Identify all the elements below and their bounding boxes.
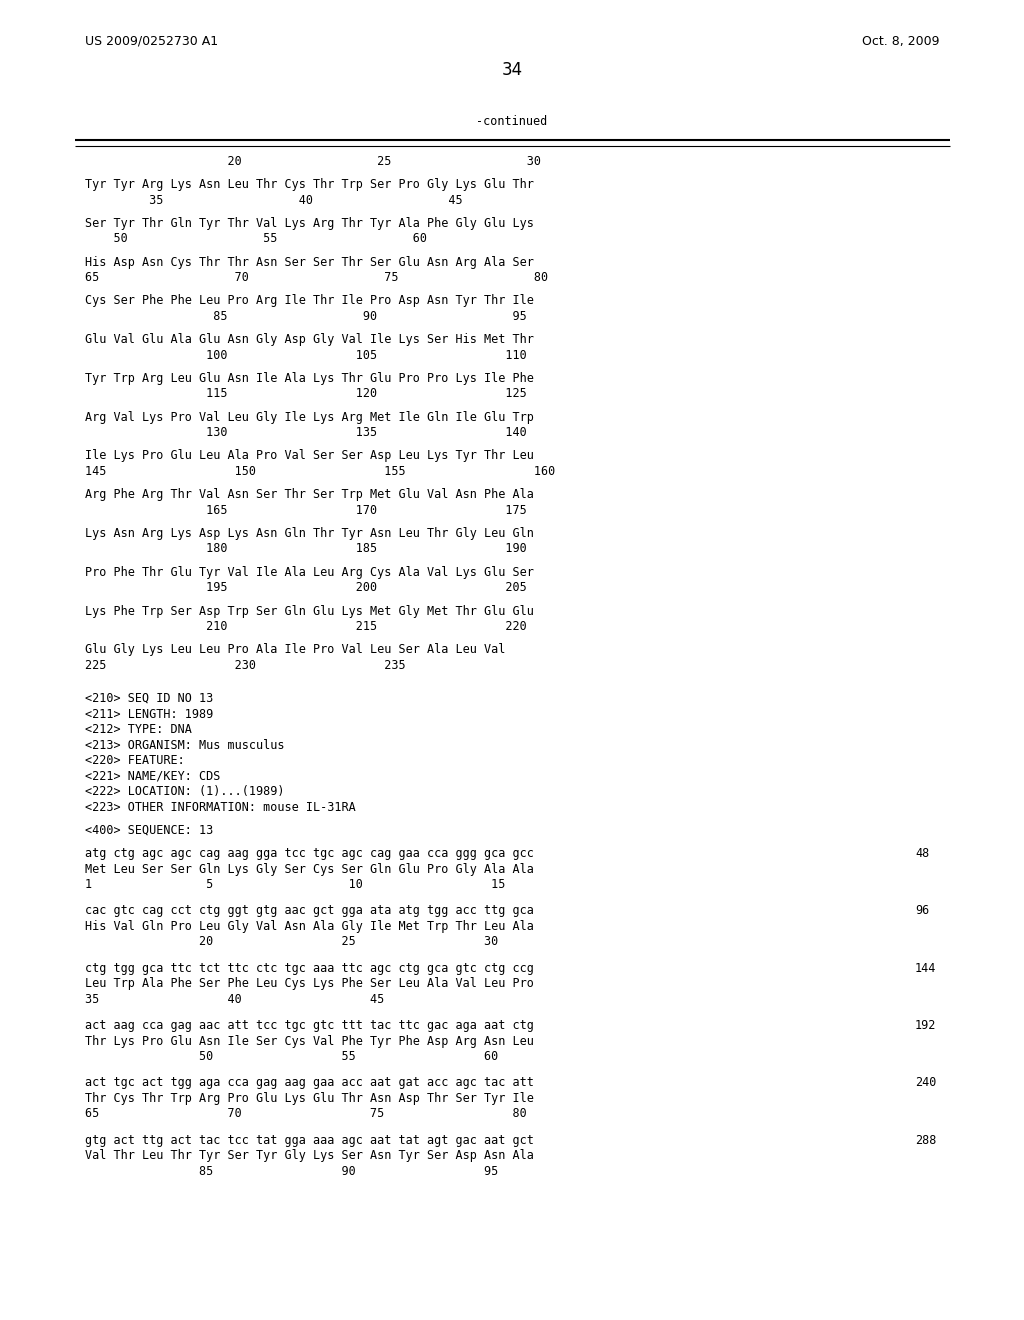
Text: Ser Tyr Thr Gln Tyr Thr Val Lys Arg Thr Tyr Ala Phe Gly Glu Lys: Ser Tyr Thr Gln Tyr Thr Val Lys Arg Thr … bbox=[85, 216, 534, 230]
Text: 48: 48 bbox=[915, 847, 929, 861]
Text: 85                  90                  95: 85 90 95 bbox=[85, 1164, 499, 1177]
Text: 96: 96 bbox=[915, 904, 929, 917]
Text: Glu Gly Lys Leu Leu Pro Ala Ile Pro Val Leu Ser Ala Leu Val: Glu Gly Lys Leu Leu Pro Ala Ile Pro Val … bbox=[85, 643, 506, 656]
Text: Glu Val Glu Ala Glu Asn Gly Asp Gly Val Ile Lys Ser His Met Thr: Glu Val Glu Ala Glu Asn Gly Asp Gly Val … bbox=[85, 333, 534, 346]
Text: 20                  25                  30: 20 25 30 bbox=[85, 936, 499, 948]
Text: cac gtc cag cct ctg ggt gtg aac gct gga ata atg tgg acc ttg gca: cac gtc cag cct ctg ggt gtg aac gct gga … bbox=[85, 904, 534, 917]
Text: <212> TYPE: DNA: <212> TYPE: DNA bbox=[85, 723, 191, 737]
Text: Cys Ser Phe Phe Leu Pro Arg Ile Thr Ile Pro Asp Asn Tyr Thr Ile: Cys Ser Phe Phe Leu Pro Arg Ile Thr Ile … bbox=[85, 294, 534, 308]
Text: atg ctg agc agc cag aag gga tcc tgc agc cag gaa cca ggg gca gcc: atg ctg agc agc cag aag gga tcc tgc agc … bbox=[85, 847, 534, 861]
Text: Lys Asn Arg Lys Asp Lys Asn Gln Thr Tyr Asn Leu Thr Gly Leu Gln: Lys Asn Arg Lys Asp Lys Asn Gln Thr Tyr … bbox=[85, 527, 534, 540]
Text: 195                  200                  205: 195 200 205 bbox=[85, 581, 526, 594]
Text: 165                  170                  175: 165 170 175 bbox=[85, 504, 526, 516]
Text: 225                  230                  235: 225 230 235 bbox=[85, 659, 406, 672]
Text: ctg tgg gca ttc tct ttc ctc tgc aaa ttc agc ctg gca gtc ctg ccg: ctg tgg gca ttc tct ttc ctc tgc aaa ttc … bbox=[85, 962, 534, 974]
Text: Ile Lys Pro Glu Leu Ala Pro Val Ser Ser Asp Leu Lys Tyr Thr Leu: Ile Lys Pro Glu Leu Ala Pro Val Ser Ser … bbox=[85, 450, 534, 462]
Text: 288: 288 bbox=[915, 1134, 936, 1147]
Text: <220> FEATURE:: <220> FEATURE: bbox=[85, 754, 184, 767]
Text: <223> OTHER INFORMATION: mouse IL-31RA: <223> OTHER INFORMATION: mouse IL-31RA bbox=[85, 800, 355, 813]
Text: 65                  70                  75                  80: 65 70 75 80 bbox=[85, 1107, 526, 1121]
Text: 65                   70                   75                   80: 65 70 75 80 bbox=[85, 271, 548, 284]
Text: act tgc act tgg aga cca gag aag gaa acc aat gat acc agc tac att: act tgc act tgg aga cca gag aag gaa acc … bbox=[85, 1076, 534, 1089]
Text: <211> LENGTH: 1989: <211> LENGTH: 1989 bbox=[85, 708, 213, 721]
Text: 50                  55                  60: 50 55 60 bbox=[85, 1049, 499, 1063]
Text: Tyr Tyr Arg Lys Asn Leu Thr Cys Thr Trp Ser Pro Gly Lys Glu Thr: Tyr Tyr Arg Lys Asn Leu Thr Cys Thr Trp … bbox=[85, 178, 534, 191]
Text: <221> NAME/KEY: CDS: <221> NAME/KEY: CDS bbox=[85, 770, 220, 783]
Text: His Asp Asn Cys Thr Thr Asn Ser Ser Thr Ser Glu Asn Arg Ala Ser: His Asp Asn Cys Thr Thr Asn Ser Ser Thr … bbox=[85, 256, 534, 269]
Text: Met Leu Ser Ser Gln Lys Gly Ser Cys Ser Gln Glu Pro Gly Ala Ala: Met Leu Ser Ser Gln Lys Gly Ser Cys Ser … bbox=[85, 862, 534, 875]
Text: Thr Cys Thr Trp Arg Pro Glu Lys Glu Thr Asn Asp Thr Ser Tyr Ile: Thr Cys Thr Trp Arg Pro Glu Lys Glu Thr … bbox=[85, 1092, 534, 1105]
Text: 1                5                   10                  15: 1 5 10 15 bbox=[85, 878, 506, 891]
Text: Leu Trp Ala Phe Ser Phe Leu Cys Lys Phe Ser Leu Ala Val Leu Pro: Leu Trp Ala Phe Ser Phe Leu Cys Lys Phe … bbox=[85, 977, 534, 990]
Text: His Val Gln Pro Leu Gly Val Asn Ala Gly Ile Met Trp Thr Leu Ala: His Val Gln Pro Leu Gly Val Asn Ala Gly … bbox=[85, 920, 534, 933]
Text: -continued: -continued bbox=[476, 115, 548, 128]
Text: 192: 192 bbox=[915, 1019, 936, 1032]
Text: <400> SEQUENCE: 13: <400> SEQUENCE: 13 bbox=[85, 824, 213, 837]
Text: 115                  120                  125: 115 120 125 bbox=[85, 388, 526, 400]
Text: act aag cca gag aac att tcc tgc gtc ttt tac ttc gac aga aat ctg: act aag cca gag aac att tcc tgc gtc ttt … bbox=[85, 1019, 534, 1032]
Text: 85                   90                   95: 85 90 95 bbox=[85, 310, 526, 323]
Text: Lys Phe Trp Ser Asp Trp Ser Gln Glu Lys Met Gly Met Thr Glu Glu: Lys Phe Trp Ser Asp Trp Ser Gln Glu Lys … bbox=[85, 605, 534, 618]
Text: Oct. 8, 2009: Oct. 8, 2009 bbox=[862, 36, 940, 48]
Text: 50                   55                   60: 50 55 60 bbox=[85, 232, 427, 246]
Text: 210                  215                  220: 210 215 220 bbox=[85, 620, 526, 634]
Text: 145                  150                  155                  160: 145 150 155 160 bbox=[85, 465, 555, 478]
Text: 20                   25                   30: 20 25 30 bbox=[85, 154, 541, 168]
Text: gtg act ttg act tac tcc tat gga aaa agc aat tat agt gac aat gct: gtg act ttg act tac tcc tat gga aaa agc … bbox=[85, 1134, 534, 1147]
Text: Val Thr Leu Thr Tyr Ser Tyr Gly Lys Ser Asn Tyr Ser Asp Asn Ala: Val Thr Leu Thr Tyr Ser Tyr Gly Lys Ser … bbox=[85, 1150, 534, 1162]
Text: 144: 144 bbox=[915, 962, 936, 974]
Text: 34: 34 bbox=[502, 61, 522, 79]
Text: US 2009/0252730 A1: US 2009/0252730 A1 bbox=[85, 36, 218, 48]
Text: 35                  40                  45: 35 40 45 bbox=[85, 993, 384, 1006]
Text: Pro Phe Thr Glu Tyr Val Ile Ala Leu Arg Cys Ala Val Lys Glu Ser: Pro Phe Thr Glu Tyr Val Ile Ala Leu Arg … bbox=[85, 566, 534, 578]
Text: 130                  135                  140: 130 135 140 bbox=[85, 426, 526, 440]
Text: Arg Phe Arg Thr Val Asn Ser Thr Ser Trp Met Glu Val Asn Phe Ala: Arg Phe Arg Thr Val Asn Ser Thr Ser Trp … bbox=[85, 488, 534, 502]
Text: <210> SEQ ID NO 13: <210> SEQ ID NO 13 bbox=[85, 692, 213, 705]
Text: <222> LOCATION: (1)...(1989): <222> LOCATION: (1)...(1989) bbox=[85, 785, 285, 799]
Text: 180                  185                  190: 180 185 190 bbox=[85, 543, 526, 556]
Text: 35                   40                   45: 35 40 45 bbox=[85, 194, 463, 207]
Text: Arg Val Lys Pro Val Leu Gly Ile Lys Arg Met Ile Gln Ile Glu Trp: Arg Val Lys Pro Val Leu Gly Ile Lys Arg … bbox=[85, 411, 534, 424]
Text: <213> ORGANISM: Mus musculus: <213> ORGANISM: Mus musculus bbox=[85, 738, 285, 751]
Text: 240: 240 bbox=[915, 1076, 936, 1089]
Text: Thr Lys Pro Glu Asn Ile Ser Cys Val Phe Tyr Phe Asp Arg Asn Leu: Thr Lys Pro Glu Asn Ile Ser Cys Val Phe … bbox=[85, 1035, 534, 1048]
Text: Tyr Trp Arg Leu Glu Asn Ile Ala Lys Thr Glu Pro Pro Lys Ile Phe: Tyr Trp Arg Leu Glu Asn Ile Ala Lys Thr … bbox=[85, 372, 534, 385]
Text: 100                  105                  110: 100 105 110 bbox=[85, 348, 526, 362]
